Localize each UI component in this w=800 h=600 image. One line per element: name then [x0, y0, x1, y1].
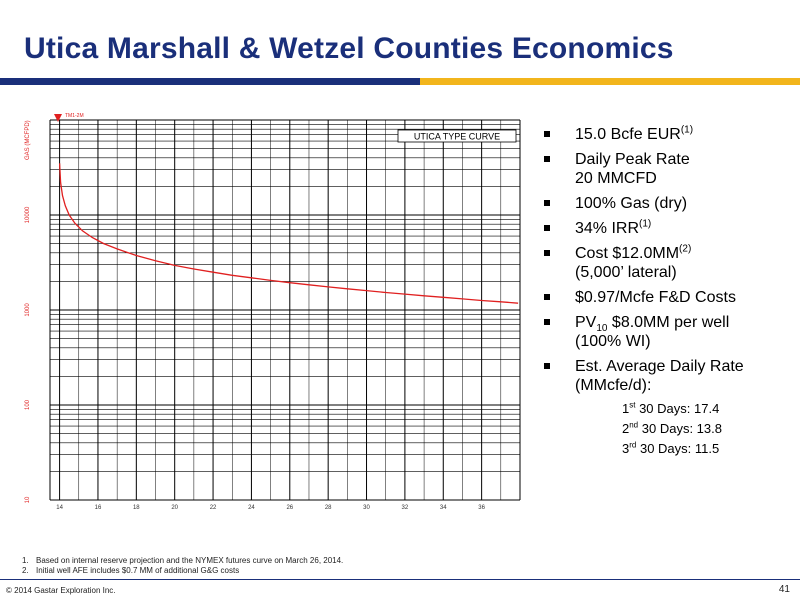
bullet-text: $8.0MM per well	[607, 314, 730, 331]
rate-text: 30 Days: 13.8	[638, 421, 722, 436]
rate-ordinal-suffix: st	[629, 400, 636, 410]
bullet-superscript: (2)	[679, 243, 692, 255]
x-tick-label: 36	[478, 505, 485, 510]
bullet-text: 15.0 Bcfe EUR	[575, 126, 681, 143]
bullet-line2: (5,000’ lateral)	[575, 264, 677, 281]
rate-ordinal: 2	[622, 421, 630, 436]
footnote-2: 2. Initial well AFE includes $0.7 MM of a…	[22, 566, 343, 576]
rate-ordinal: 1	[622, 401, 630, 416]
rate-ordinal-suffix: rd	[629, 440, 637, 450]
bullet-pv10: PV10 $8.0MM per well (100% WI)	[540, 313, 795, 351]
bullet-superscript: (1)	[680, 124, 694, 136]
y-tick-label: 10	[25, 496, 31, 503]
bullet-text: Daily Peak Rate	[575, 151, 690, 168]
rate-ordinal: 3	[622, 441, 630, 456]
x-tick-label: 32	[402, 505, 409, 510]
bullet-cost: Cost $12.0MM(2) (5,000’ lateral)	[540, 244, 795, 282]
type-curve-chart: 14 16 18 20 22 24 26 28 30 32 34 36 10 100 1000 10000 GA…	[25, 113, 521, 510]
type-curve-series-line	[58, 163, 519, 304]
chart-label-box	[397, 129, 517, 143]
x-tick-label: 28	[325, 505, 332, 510]
bullet-line2: (100% WI)	[575, 333, 651, 350]
x-tick-label: 16	[95, 505, 102, 510]
footnote-number: 2.	[22, 566, 29, 575]
bullet-text: Est. Average Daily Rate	[575, 358, 744, 375]
bullet-eur: 15.0 Bcfe EUR(1)	[540, 125, 795, 144]
rate-item: 1st 30 Days: 17.4	[575, 401, 795, 417]
rate-text: 30 Days: 11.5	[636, 441, 720, 456]
rate-ordinal-suffix: nd	[629, 420, 639, 430]
x-tick-label: 34	[440, 505, 447, 510]
title-bar-blue	[0, 78, 800, 85]
bullet-superscript: (1)	[639, 218, 652, 230]
y-tick-label: 1000	[25, 303, 31, 317]
bullet-text: 100% Gas (dry)	[575, 195, 688, 212]
footnote-number: 1.	[22, 556, 29, 565]
bullet-text: $0.97/Mcfe F&D Costs	[575, 289, 736, 306]
copyright: © 2014 Gastar Exploration Inc.	[6, 586, 116, 595]
chart-label: UTICA TYPE CURVE	[414, 132, 500, 142]
bullet-gas: 100% Gas (dry)	[540, 194, 795, 213]
y-tick-label: 10000	[25, 206, 31, 223]
title-bar-gold	[420, 78, 800, 85]
x-tick-label: 14	[56, 505, 63, 510]
top-marker-triangle	[54, 114, 62, 122]
rate-sub-list: 1st 30 Days: 17.4 2nd 30 Days: 13.8 3rd …	[575, 401, 795, 457]
slide-title: Utica Marshall & Wetzel Counties Economi…	[24, 32, 674, 65]
x-tick-label: 26	[286, 505, 293, 510]
footnotes: 1. Based on internal reserve projection a…	[22, 556, 343, 576]
x-tick-label: 18	[133, 505, 140, 510]
bullet-peak-rate: Daily Peak Rate 20 MMCFD	[540, 150, 795, 188]
footnote-text: Initial well AFE includes $0.7 MM of add…	[36, 566, 240, 575]
bullet-avg-daily-rate: Est. Average Daily Rate (MMcfe/d): 1st 30…	[540, 357, 795, 457]
rate-item: 3rd 30 Days: 11.5	[575, 441, 795, 457]
x-tick-label: 30	[363, 505, 370, 510]
x-tick-label: 24	[248, 505, 255, 510]
rate-item: 2nd 30 Days: 13.8	[575, 421, 795, 437]
x-tick-label: 20	[171, 505, 178, 510]
bullet-subscript: 10	[596, 323, 608, 335]
bullet-irr: 34% IRR(1)	[540, 219, 795, 238]
rate-text: 30 Days: 17.4	[635, 401, 720, 416]
footnote-1: 1. Based on internal reserve projection a…	[22, 556, 343, 566]
footnote-text: Based on internal reserve projection and…	[36, 556, 344, 565]
bullet-text: 34% IRR	[575, 220, 640, 237]
y-tick-label: 100	[25, 399, 31, 410]
bullet-text: Cost $12.0MM	[575, 245, 680, 262]
bullet-fd-costs: $0.97/Mcfe F&D Costs	[540, 288, 795, 307]
x-tick-label: 22	[210, 505, 217, 510]
bullet-line2: (MMcfe/d):	[575, 377, 652, 394]
economics-bullet-list: 15.0 Bcfe EUR(1) Daily Peak Rate 20 MMCFD…	[540, 125, 795, 463]
footer-rule	[0, 579, 800, 580]
top-marker-label: TM1-2M	[65, 113, 84, 119]
y-axis-label: GAS (MCFPD)	[25, 120, 31, 160]
page-number: 41	[778, 584, 790, 595]
bullet-text: PV	[575, 314, 597, 331]
bullet-line2: 20 MMCFD	[575, 170, 657, 187]
